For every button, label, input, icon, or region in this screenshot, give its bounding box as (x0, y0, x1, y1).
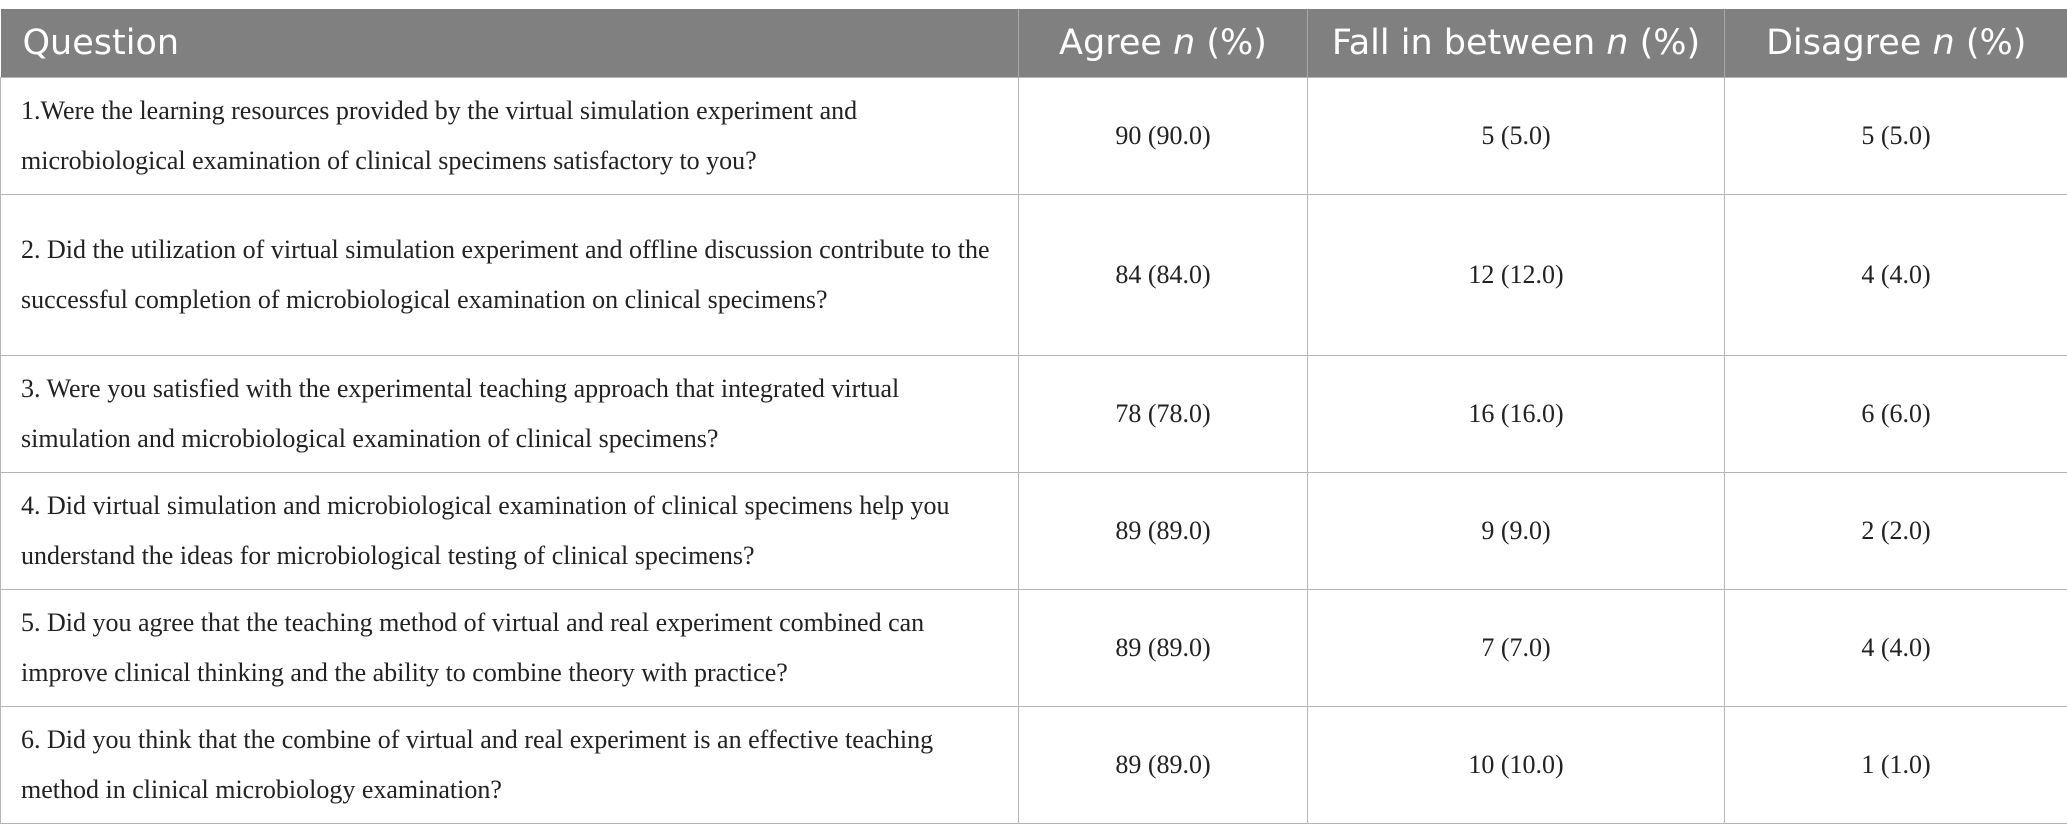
fall-in-between-cell: 12 (12.0) (1308, 194, 1725, 355)
survey-results-table: Question Agree n (%) Fall in between n (… (0, 9, 2067, 824)
header-fall-in-between-n: n (1606, 23, 1628, 63)
header-fall-in-between-pct: (%) (1640, 23, 1701, 63)
question-cell: 3. Were you satisfied with the experimen… (1, 355, 1019, 472)
agree-cell: 78 (78.0) (1019, 355, 1308, 472)
agree-cell: 90 (90.0) (1019, 77, 1308, 194)
header-question-label: Question (23, 23, 180, 63)
fall-in-between-cell: 16 (16.0) (1308, 355, 1725, 472)
agree-cell: 84 (84.0) (1019, 194, 1308, 355)
table-row: 4. Did virtual simulation and microbiolo… (1, 472, 2067, 589)
fall-in-between-cell: 10 (10.0) (1308, 706, 1725, 823)
question-cell: 5. Did you agree that the teaching metho… (1, 589, 1019, 706)
header-fall-in-between-label: Fall in between (1332, 23, 1595, 63)
table-body: 1.Were the learning resources provided b… (1, 77, 2067, 823)
header-agree-n: n (1173, 23, 1195, 63)
fall-in-between-cell: 7 (7.0) (1308, 589, 1725, 706)
disagree-cell: 1 (1.0) (1725, 706, 2067, 823)
disagree-cell: 6 (6.0) (1725, 355, 2067, 472)
header-disagree-label: Disagree (1766, 23, 1921, 63)
table-row: 2. Did the utilization of virtual simula… (1, 194, 2067, 355)
header-agree-pct: (%) (1206, 23, 1267, 63)
question-cell: 6. Did you think that the combine of vir… (1, 706, 1019, 823)
header-question: Question (1, 9, 1019, 77)
agree-cell: 89 (89.0) (1019, 472, 1308, 589)
fall-in-between-cell: 5 (5.0) (1308, 77, 1725, 194)
question-cell: 4. Did virtual simulation and microbiolo… (1, 472, 1019, 589)
table-row: 1.Were the learning resources provided b… (1, 77, 2067, 194)
header-fall-in-between: Fall in between n (%) (1308, 9, 1725, 77)
question-cell: 1.Were the learning resources provided b… (1, 77, 1019, 194)
disagree-cell: 2 (2.0) (1725, 472, 2067, 589)
fall-in-between-cell: 9 (9.0) (1308, 472, 1725, 589)
disagree-cell: 4 (4.0) (1725, 194, 2067, 355)
header-agree: Agree n (%) (1019, 9, 1308, 77)
table-row: 3. Were you satisfied with the experimen… (1, 355, 2067, 472)
question-cell: 2. Did the utilization of virtual simula… (1, 194, 1019, 355)
header-agree-label: Agree (1059, 23, 1162, 63)
header-disagree-n: n (1933, 23, 1955, 63)
table-row: 5. Did you agree that the teaching metho… (1, 589, 2067, 706)
disagree-cell: 4 (4.0) (1725, 589, 2067, 706)
header-disagree-pct: (%) (1966, 23, 2027, 63)
header-disagree: Disagree n (%) (1725, 9, 2067, 77)
disagree-cell: 5 (5.0) (1725, 77, 2067, 194)
header-row: Question Agree n (%) Fall in between n (… (1, 9, 2067, 77)
agree-cell: 89 (89.0) (1019, 589, 1308, 706)
table-header: Question Agree n (%) Fall in between n (… (1, 9, 2067, 77)
table-row: 6. Did you think that the combine of vir… (1, 706, 2067, 823)
agree-cell: 89 (89.0) (1019, 706, 1308, 823)
